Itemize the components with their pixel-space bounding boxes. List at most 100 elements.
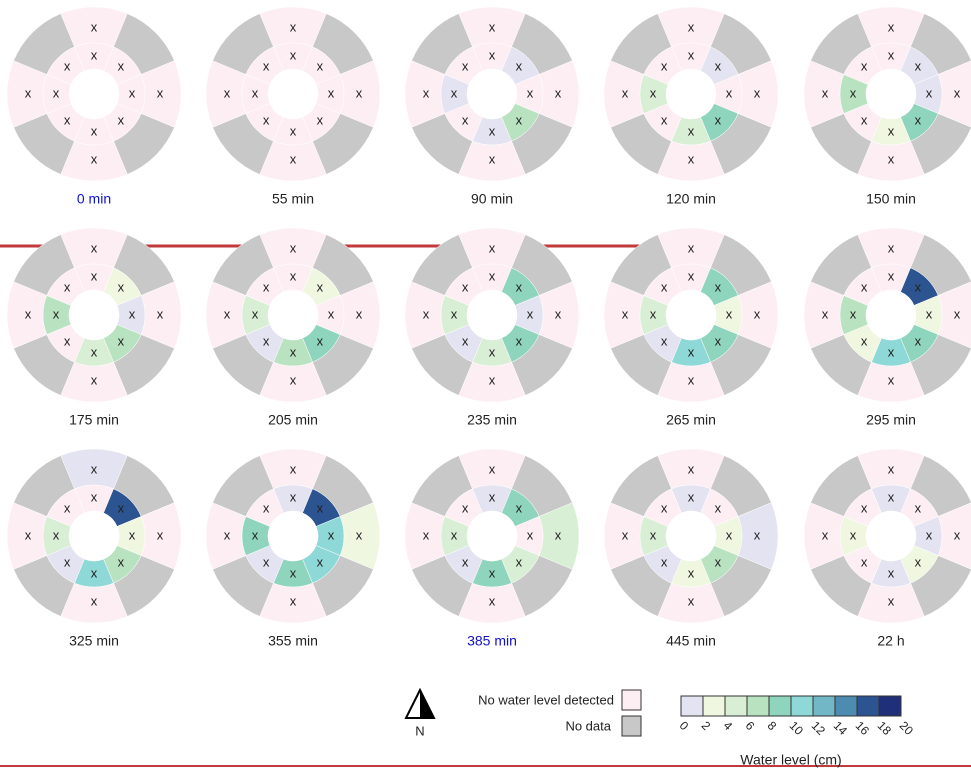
panel-label: 120 min [666,191,716,207]
marker: x [650,306,657,321]
marker: x [516,112,523,127]
marker: x [661,59,668,74]
marker: x [290,240,297,255]
marker: x [91,344,98,359]
marker: x [91,268,98,283]
marker: x [726,85,733,100]
marker: x [822,306,829,321]
marker: x [954,306,961,321]
marker: x [688,593,695,608]
marker: x [822,527,829,542]
panel-label: 90 min [471,191,513,207]
north-label: N [415,723,424,738]
marker: x [462,59,469,74]
marker: x [64,280,71,295]
marker: x [861,501,868,516]
marker: x [850,527,857,542]
marker: x [263,112,270,127]
marker: x [527,85,534,100]
panel-label: 295 min [866,412,916,428]
marker: x [650,527,657,542]
marker: x [157,527,164,542]
marker: x [252,527,259,542]
marker: x [224,306,231,321]
marker: x [317,59,324,74]
scale-tick-label: 0 [677,718,692,733]
marker: x [489,123,496,138]
marker: x [290,489,297,504]
marker: x [915,501,922,516]
marker: x [462,333,469,348]
scale-swatch [856,695,880,717]
marker: x [688,47,695,62]
marker: x [290,461,297,476]
inner-sector [245,267,284,306]
marker: x [622,85,629,100]
marker: x [290,344,297,359]
marker: x [661,501,668,516]
scale-title: Water level (cm) [740,752,841,768]
scale-swatch [812,695,836,717]
marker: x [317,501,324,516]
inner-sector [643,488,682,527]
marker: x [25,306,32,321]
marker: x [489,240,496,255]
marker: x [451,306,458,321]
marker: x [290,593,297,608]
marker: x [157,85,164,100]
marker: x [516,333,523,348]
marker: x [423,85,430,100]
marker: x [489,372,496,387]
marker: x [423,527,430,542]
marker: x [462,280,469,295]
marker: x [317,333,324,348]
marker: x [861,112,868,127]
panel-label: 0 min [77,191,111,207]
scale-tick-label: 16 [853,718,873,738]
marker: x [915,554,922,569]
marker: x [888,240,895,255]
inner-sector [46,46,85,85]
panel-label: 265 min [666,412,716,428]
panel-label: 235 min [467,412,517,428]
marker: x [53,306,60,321]
marker: x [926,306,933,321]
marker: x [688,19,695,34]
marker: x [263,333,270,348]
north-arrow-fill [420,690,434,718]
marker: x [462,501,469,516]
marker: x [64,59,71,74]
marker: x [715,112,722,127]
marker: x [328,85,335,100]
panel-label: 150 min [866,191,916,207]
inner-sector [444,488,483,527]
marker: x [91,240,98,255]
scale-tick-label: 8 [765,718,780,733]
marker: x [91,151,98,166]
marker: x [754,85,761,100]
marker: x [224,85,231,100]
no-data-swatch [621,715,642,737]
marker: x [888,593,895,608]
inner-sector [46,488,85,527]
marker: x [726,527,733,542]
marker: x [715,333,722,348]
marker: x [462,112,469,127]
marker: x [861,59,868,74]
marker: x [754,306,761,321]
scale-tick-label: 4 [721,718,736,733]
marker: x [451,85,458,100]
marker: x [688,372,695,387]
marker: x [688,240,695,255]
marker: x [25,85,32,100]
marker: x [688,123,695,138]
marker: x [118,59,125,74]
marker: x [861,280,868,295]
marker: x [263,280,270,295]
marker: x [888,489,895,504]
marker: x [317,554,324,569]
marker: x [356,527,363,542]
marker: x [527,306,534,321]
marker: x [91,461,98,476]
